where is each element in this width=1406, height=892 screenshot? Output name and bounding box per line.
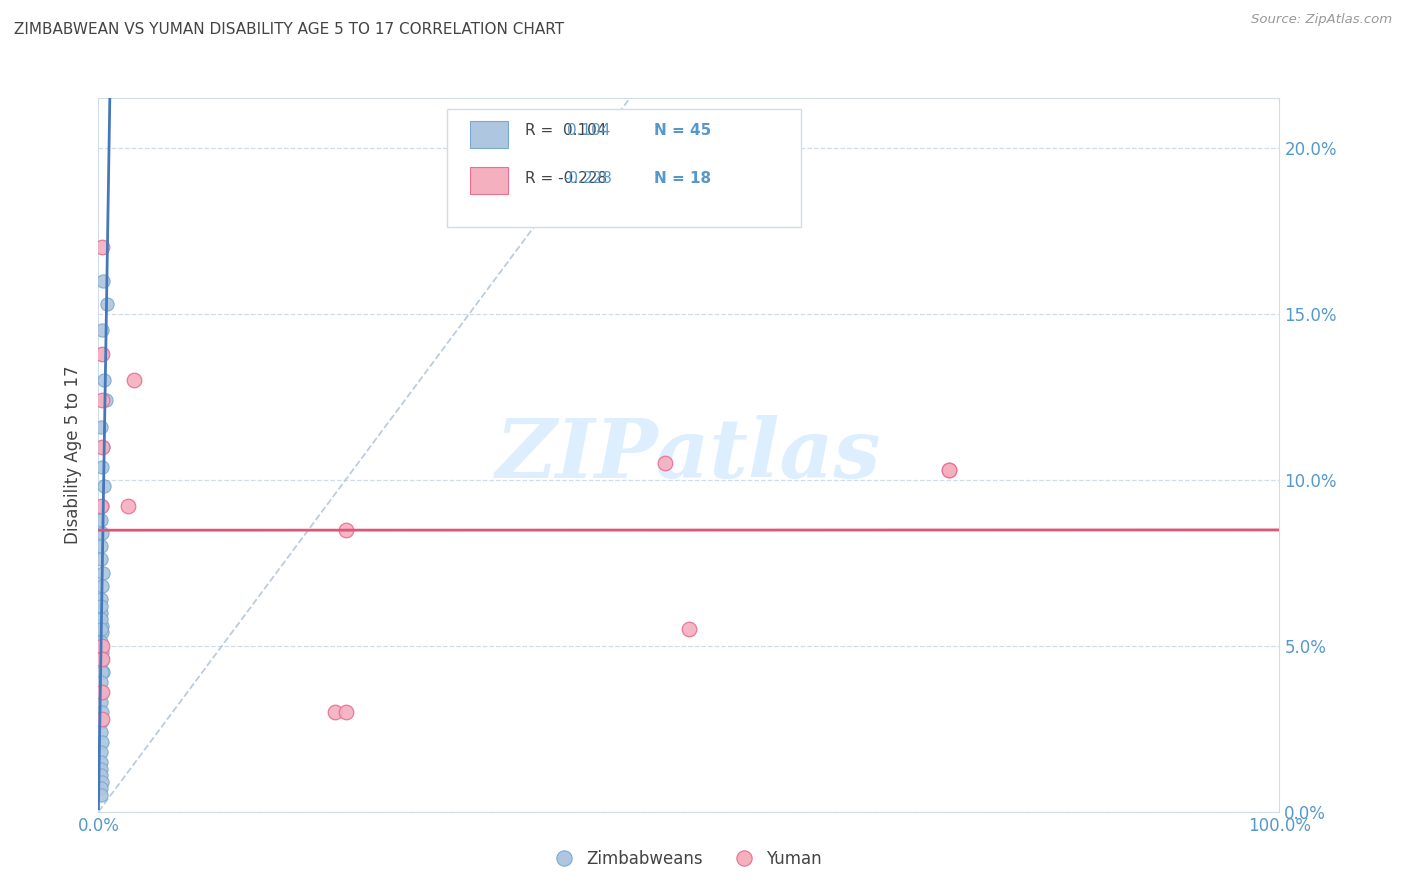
Text: R = -0.228: R = -0.228 [524,170,607,186]
Point [91,645,114,659]
Point [90,639,112,653]
Point [117,500,139,514]
Point [91,240,114,254]
FancyBboxPatch shape [447,109,801,227]
Point [90,762,112,776]
Text: ZIMBABWEAN VS YUMAN DISABILITY AGE 5 TO 17 CORRELATION CHART: ZIMBABWEAN VS YUMAN DISABILITY AGE 5 TO … [14,22,564,37]
Point [90,656,112,670]
Text: R =  0.104: R = 0.104 [524,123,606,137]
Point [96,297,118,311]
Point [91,347,114,361]
Point [91,652,114,666]
Point [90,513,112,527]
Point [90,715,112,730]
Point [94,393,117,408]
Point [90,622,112,636]
Point [90,635,112,649]
Point [91,440,114,454]
Text: Source: ZipAtlas.com: Source: ZipAtlas.com [1251,13,1392,27]
Point [90,606,112,620]
Point [93,373,115,387]
Point [90,419,112,434]
Point [91,619,114,633]
Point [91,393,114,408]
Point [91,500,114,514]
Point [91,625,114,640]
Point [91,652,114,666]
Point [335,705,357,719]
Point [91,705,114,719]
Point [654,456,676,470]
Point [90,695,112,709]
Point [938,463,960,477]
Point [91,347,114,361]
Point [91,712,114,726]
Point [90,725,112,739]
Point [90,788,112,802]
Text: ZIPatlas: ZIPatlas [496,415,882,495]
Y-axis label: Disability Age 5 to 17: Disability Age 5 to 17 [65,366,83,544]
FancyBboxPatch shape [471,168,508,194]
Point [938,463,960,477]
Point [122,373,145,387]
Point [90,781,112,796]
Point [90,675,112,690]
Point [90,768,112,782]
Point [91,639,114,653]
Point [90,685,112,699]
Point [323,705,346,719]
Point [90,612,112,626]
Point [91,685,114,699]
Point [91,323,114,337]
Point [91,274,114,288]
Point [335,523,357,537]
Legend: Zimbabweans, Yuman: Zimbabweans, Yuman [550,844,828,875]
Point [91,735,114,749]
Point [90,755,112,769]
Text: 0.104: 0.104 [567,123,610,137]
Point [91,665,114,680]
Point [91,775,114,789]
Point [91,440,114,454]
Point [91,459,114,474]
Point [91,579,114,593]
Point [90,745,112,759]
Point [90,552,112,566]
Point [91,525,114,540]
FancyBboxPatch shape [471,121,508,148]
Point [678,622,700,636]
Point [91,566,114,580]
Point [90,592,112,607]
Point [93,479,115,493]
Point [91,665,114,680]
Text: N = 18: N = 18 [654,170,710,186]
Point [90,599,112,613]
Point [90,500,112,514]
Text: -0.228: -0.228 [564,170,613,186]
Text: N = 45: N = 45 [654,123,711,137]
Point [90,539,112,553]
